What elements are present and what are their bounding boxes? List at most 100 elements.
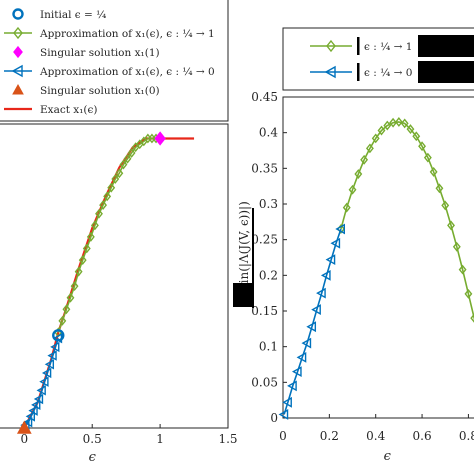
right-y-tick-label: 0.1 [259, 340, 278, 354]
left-approx-down-point [36, 385, 46, 396]
right-x-tick-label: 0.4 [366, 429, 385, 443]
right-up-point [348, 184, 357, 195]
left-x-tick-label: 0 [20, 432, 28, 446]
right-down-point [291, 366, 302, 378]
left-approx-up-point [111, 174, 120, 184]
right-legend-redaction-up [418, 35, 474, 57]
right-down-point [278, 409, 289, 420]
left-chart: 0 0.5 1 1.5 ϵ [0, 123, 238, 465]
legend-label-approx-up: Approximation of x₁(ϵ), ϵ : ¼ → 1 [39, 28, 215, 40]
right-up-point [412, 131, 421, 142]
legend-marker-initial [12, 8, 24, 20]
right-down-point [301, 337, 312, 349]
left-x-tick-label: 0.5 [83, 432, 102, 446]
left-approx-down-point [41, 367, 52, 379]
right-up-point [389, 117, 398, 128]
right-up-point [441, 200, 450, 211]
right-legend-label-up: ϵ : ¼ → 1 [364, 41, 412, 53]
right-up-point [371, 133, 380, 144]
right-up-point [360, 154, 369, 165]
left-approx-down-point [44, 359, 55, 370]
right-y-label-overline [252, 208, 254, 308]
legend-marker-singular-1 [13, 45, 23, 59]
right-up-point [377, 125, 386, 136]
right-legend-marker-up [326, 39, 336, 53]
right-chart: 0 0.05 0.1 0.15 0.2 0.25 0.3 0.35 0.4 0.45 0 0.2 0.4… [233, 90, 474, 464]
right-up-point [470, 313, 474, 323]
right-up-point [400, 118, 409, 129]
right-up-point [394, 117, 403, 127]
left-x-axis-label: ϵ [89, 450, 97, 465]
right-down-point [282, 396, 292, 408]
right-y-tick-label: 0.25 [251, 233, 278, 247]
left-approx-up-point [127, 148, 136, 158]
right-legend-marker-down [324, 65, 336, 79]
right-y-tick-label: 0 [270, 411, 278, 425]
left-approx-down-point [39, 376, 49, 387]
right-up-point [429, 166, 438, 177]
left-x-tick-label: 1 [156, 432, 164, 446]
right-y-tick-label: 0.2 [259, 268, 278, 282]
left-singular-0-point [16, 420, 32, 434]
right-x-tick-label: 0.8 [459, 429, 474, 443]
legend-label-singular-1: Singular solution x₁(1) [40, 47, 160, 59]
right-y-label-bar [233, 283, 253, 307]
left-approx-up-point [58, 315, 67, 326]
left-approx-up-point [62, 304, 71, 315]
left-approx-up-point [74, 266, 83, 277]
right-up-point [452, 241, 461, 252]
right-down-point [325, 254, 336, 266]
left-approx-up-point [103, 191, 112, 202]
left-approx-up-point [78, 255, 87, 265]
right-y-tick-label: 0.05 [251, 375, 278, 389]
left-approx-up-point [82, 243, 91, 254]
left-approx-up-point [123, 153, 132, 164]
right-x-tick-label: 0.2 [320, 429, 339, 443]
right-series-up-line [340, 121, 474, 321]
right-y-axis-label: min(|Λ(J(V, ϵ))|) [237, 201, 251, 295]
right-up-point [365, 143, 374, 154]
left-approx-up-point [66, 292, 75, 303]
right-down-point [316, 287, 326, 299]
right-down-point [296, 351, 307, 363]
legend-marker-approx-up [13, 26, 23, 40]
right-y-tick-label: 0.45 [251, 90, 278, 104]
left-approx-up-point [70, 281, 79, 292]
left-approx-up-point [99, 200, 108, 210]
right-legend-redaction-down [418, 61, 474, 83]
right-up-point [418, 141, 426, 152]
legend-label-approx-down: Approximation of x₁(ϵ), ϵ : ¼ → 0 [39, 66, 215, 78]
legend-marker-singular-0 [12, 83, 24, 95]
right-y-tick-label: 0.35 [251, 161, 278, 175]
right-series-down-line [283, 228, 342, 415]
legend-label-initial: Initial ϵ = ¼ [40, 9, 106, 21]
right-up-point [383, 120, 392, 131]
left-singular-1-point [154, 131, 166, 146]
right-down-point [330, 237, 341, 249]
left-approx-up-point [86, 231, 95, 242]
legend-label-exact: Exact x₁(ϵ) [40, 104, 98, 116]
right-down-point [335, 223, 346, 235]
left-legend: Initial ϵ = ¼ Approximation of x₁(ϵ), ϵ :… [0, 0, 229, 122]
right-x-tick-label: 0 [279, 429, 287, 443]
left-initial-point [52, 329, 65, 342]
right-down-point [287, 380, 297, 392]
right-legend-label-down: ϵ : ¼ → 0 [364, 67, 412, 79]
right-y-tick-label: 0.4 [259, 126, 278, 140]
left-approx-down-point [22, 417, 33, 428]
right-up-point [423, 152, 432, 163]
left-approx-down-point [47, 350, 57, 361]
left-approx-up-point [119, 159, 128, 170]
legend-label-singular-0: Singular solution x₁(0) [40, 85, 160, 97]
right-down-point [306, 321, 317, 333]
right-down-point [320, 269, 331, 281]
right-up-point [354, 169, 363, 179]
left-series-approx-up-line [57, 137, 161, 333]
left-approx-down-point [50, 341, 60, 353]
left-legend-box [0, 0, 229, 122]
right-axes-box [282, 96, 474, 419]
left-approx-up-point [95, 208, 103, 219]
right-up-point [342, 202, 351, 213]
right-x-tick-label: 0.6 [413, 429, 432, 443]
